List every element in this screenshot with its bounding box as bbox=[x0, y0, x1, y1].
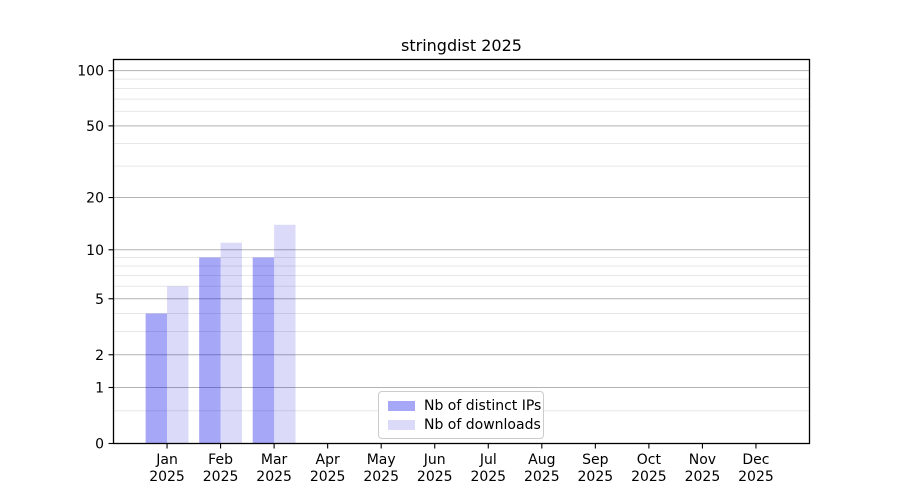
plot-frame bbox=[112, 58, 811, 445]
bar-distinct-ips bbox=[145, 313, 168, 444]
legend-swatch bbox=[388, 419, 415, 430]
chart-title: stringdist 2025 bbox=[401, 36, 522, 55]
bar-downloads bbox=[220, 242, 242, 444]
x-tick-label-year: 2025 bbox=[685, 469, 721, 485]
x-tick-label-year: 2025 bbox=[363, 469, 399, 485]
x-tick-label-month: Dec bbox=[742, 452, 769, 468]
bar-distinct-ips bbox=[252, 257, 275, 444]
x-tick-label-year: 2025 bbox=[578, 469, 614, 485]
y-tick-label: 20 bbox=[86, 191, 104, 207]
x-tick-label-month: Jan bbox=[155, 452, 178, 468]
bar-distinct-ips bbox=[199, 257, 221, 444]
y-tick-label: 50 bbox=[86, 119, 104, 135]
tick-labels: 0125102050100Jan2025Feb2025Mar2025Apr202… bbox=[77, 64, 774, 485]
bar-downloads bbox=[274, 224, 296, 444]
x-tick-label-year: 2025 bbox=[738, 469, 774, 485]
x-tick-label-year: 2025 bbox=[149, 469, 185, 485]
x-tick-label-month: Oct bbox=[637, 452, 662, 468]
bars bbox=[145, 224, 296, 444]
legend-swatch bbox=[388, 400, 415, 411]
x-tick-label-year: 2025 bbox=[470, 469, 506, 485]
x-tick-label-month: Sep bbox=[582, 452, 609, 468]
x-tick-label-month: Jul bbox=[479, 452, 497, 468]
x-tick-label-month: Aug bbox=[528, 452, 555, 468]
axes bbox=[108, 58, 811, 449]
x-tick-label-year: 2025 bbox=[631, 469, 667, 485]
y-tick-label: 0 bbox=[95, 437, 104, 453]
y-tick-label: 1 bbox=[95, 381, 104, 397]
x-tick-label-year: 2025 bbox=[310, 469, 346, 485]
y-tick-label: 100 bbox=[77, 64, 104, 80]
y-tick-label: 10 bbox=[86, 243, 104, 259]
gridlines bbox=[113, 70, 810, 412]
x-tick-label-month: Jun bbox=[423, 452, 446, 468]
x-tick-label-month: Mar bbox=[261, 452, 288, 468]
x-tick-label-year: 2025 bbox=[524, 469, 560, 485]
legend-label: Nb of downloads bbox=[424, 416, 541, 433]
y-tick-label: 5 bbox=[95, 292, 104, 308]
x-tick-label-month: Apr bbox=[316, 452, 340, 468]
y-tick-label: 2 bbox=[95, 348, 104, 364]
x-tick-label-year: 2025 bbox=[203, 469, 239, 485]
legend-row: Nb of downloads bbox=[388, 415, 541, 434]
x-tick-label-month: Nov bbox=[689, 452, 716, 468]
x-tick-label-month: Feb bbox=[208, 452, 233, 468]
bar-downloads bbox=[167, 286, 189, 444]
legend-row: Nb of distinct IPs bbox=[388, 396, 541, 415]
x-tick-label-year: 2025 bbox=[256, 469, 292, 485]
legend-label: Nb of distinct IPs bbox=[424, 397, 542, 414]
legend: Nb of distinct IPs Nb of downloads bbox=[378, 391, 544, 439]
x-tick-label-month: May bbox=[367, 452, 396, 468]
x-tick-label-year: 2025 bbox=[417, 469, 453, 485]
